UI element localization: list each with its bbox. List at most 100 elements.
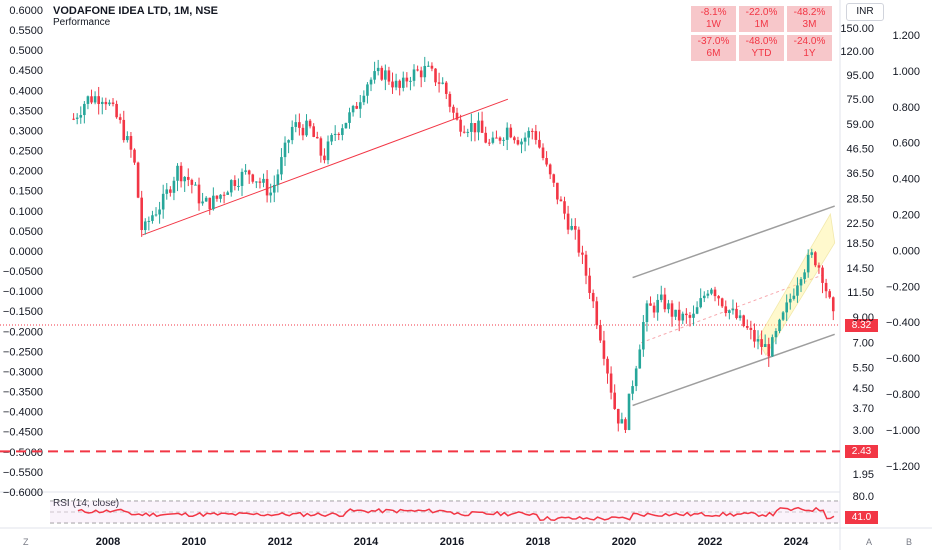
candle-body [695, 307, 699, 314]
candle-body [556, 182, 559, 200]
channel-mid-line [641, 274, 822, 344]
candle-body [369, 79, 373, 85]
candle-body [323, 155, 326, 161]
candle-body [136, 162, 140, 198]
candle-body [366, 84, 369, 96]
candle-body [258, 181, 262, 183]
candle-body [412, 69, 416, 81]
candle-body [158, 209, 161, 215]
candle-body [824, 282, 828, 292]
candle-body [129, 136, 133, 150]
price-axis-tick: 14.50 [846, 263, 874, 275]
timezone-button[interactable]: Z [23, 537, 29, 547]
candle-body [452, 106, 455, 113]
left-axis-tick: 0.3500 [9, 105, 43, 117]
candle-body [545, 158, 548, 165]
performance-period: 1W [706, 19, 721, 30]
candle-body [265, 178, 269, 196]
left-axis-tick: 0.5500 [9, 25, 43, 37]
candle-body [416, 69, 419, 71]
channel-lower-line [632, 333, 835, 407]
candle-body [749, 327, 753, 330]
time-axis-tick: 2018 [526, 536, 550, 548]
candle-body [781, 312, 785, 320]
candle-body [75, 117, 79, 119]
candle-body [785, 302, 788, 313]
candle-body [620, 419, 624, 424]
candle-body [434, 68, 437, 83]
candle-body [247, 170, 251, 175]
candle-body [172, 180, 176, 193]
candle-body [204, 197, 208, 202]
candle-body [337, 133, 341, 135]
candle-body [559, 199, 563, 202]
candle-body [523, 137, 527, 142]
candle-body [194, 184, 197, 186]
candle-body [237, 185, 240, 187]
left-axis-tick: −0.5500 [3, 467, 43, 479]
price-axis-tick: 11.50 [847, 287, 874, 299]
price-axis-tick: 120.00 [840, 46, 874, 58]
candle-body [814, 252, 817, 266]
candle-body [409, 80, 412, 82]
candle-body [541, 147, 545, 159]
candle-body [355, 105, 358, 109]
candle-body [527, 130, 530, 138]
performance-cell-1w: -8.1% 1W [691, 6, 736, 32]
candle-body [738, 315, 742, 319]
left-axis-tick: −0.2000 [3, 326, 43, 338]
candle-body [176, 165, 179, 181]
right-axis-tick: 0.200 [892, 210, 920, 222]
candle-body [376, 67, 380, 72]
candle-body [455, 112, 459, 120]
candle-body [312, 126, 315, 137]
candle-body [280, 157, 283, 175]
candle-body [179, 165, 183, 182]
scale-toggle-button[interactable]: B [906, 537, 913, 547]
left-axis-tick: 0.1500 [9, 186, 43, 198]
candle-body [509, 127, 513, 138]
candle-body [444, 82, 448, 94]
right-axis-tick: 1.200 [892, 30, 920, 42]
candle-body [717, 296, 720, 299]
candle-body [362, 95, 366, 103]
price-axis-tick: 150.00 [840, 23, 874, 35]
candle-body [584, 254, 588, 276]
candle-body [108, 102, 111, 105]
candle-body [520, 141, 523, 145]
right-axis-tick: 1.000 [892, 66, 920, 78]
candle-body [298, 122, 301, 128]
candle-body [634, 368, 638, 387]
auto-scale-button[interactable]: A [866, 537, 873, 547]
candle-body [459, 119, 462, 132]
time-axis-tick: 2010 [182, 536, 206, 548]
time-axis-tick: 2016 [440, 536, 464, 548]
candle-body [151, 215, 154, 221]
candle-body [165, 189, 169, 194]
trend-line [142, 98, 509, 236]
performance-cell-1y: -24.0% 1Y [787, 35, 832, 61]
candle-body [573, 225, 577, 230]
currency-button[interactable]: INR [846, 3, 884, 21]
candle-body [599, 325, 602, 341]
candle-body [423, 65, 427, 78]
left-axis-tick: 0.3000 [9, 125, 43, 137]
candle-body [169, 189, 172, 193]
candle-body [652, 305, 656, 313]
candle-body [674, 309, 677, 317]
candle-body [441, 82, 444, 84]
candle-body [670, 303, 674, 317]
right-axis-tick: 0.000 [892, 245, 920, 257]
candle-body [495, 137, 498, 139]
candle-body [186, 176, 190, 180]
performance-value: -8.1% [700, 7, 727, 18]
candle-body [283, 142, 287, 158]
price-axis-tick: 59.00 [846, 119, 874, 131]
candle-body [419, 70, 423, 78]
candle-body [602, 340, 606, 359]
candle-body [595, 301, 599, 326]
candle-body [792, 295, 796, 299]
performance-period: 6M [706, 48, 721, 59]
highlight-channel [756, 212, 836, 356]
